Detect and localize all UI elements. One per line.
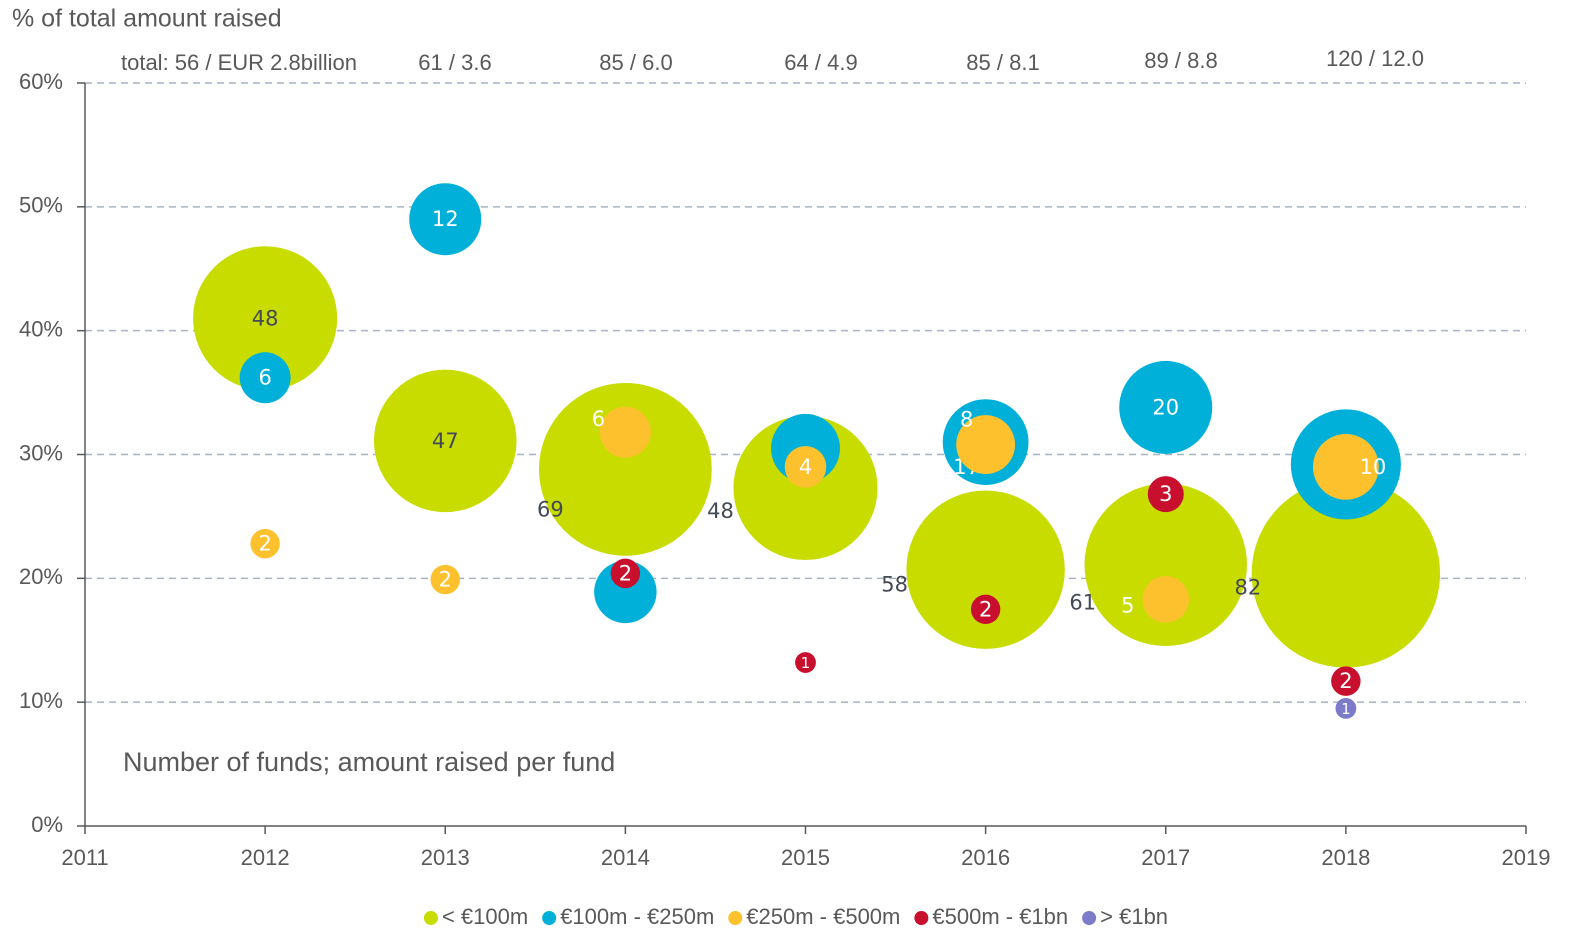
y-tick-label: 10%: [19, 688, 63, 713]
annotation: 120 / 12.0: [1326, 46, 1424, 71]
bubble-label: 10: [1360, 455, 1387, 479]
bubble-label: 69: [537, 497, 564, 521]
bubble: [1142, 576, 1190, 623]
bubble: [1251, 479, 1441, 668]
annotation: 89 / 8.8: [1144, 48, 1217, 73]
y-axis-label: % of total amount raised: [12, 5, 282, 33]
annotation: 64 / 4.9: [784, 50, 857, 75]
bubble-label: 6: [258, 366, 271, 390]
x-tick-label: 2011: [61, 845, 108, 870]
bubble: [594, 560, 657, 624]
bubble-label: 58: [881, 573, 908, 597]
legend-marker: [423, 911, 438, 925]
annotation: 85 / 6.0: [599, 50, 672, 75]
bubble-label: 3: [1159, 482, 1172, 506]
bubble: [250, 528, 280, 559]
bubble: [239, 352, 291, 404]
bubble: [1084, 483, 1247, 646]
x-tick-label: 2012: [241, 845, 290, 870]
legend-marker: [914, 911, 929, 925]
bubble: [538, 382, 712, 556]
x-tick-label: 2018: [1321, 845, 1370, 870]
bubble-label: 2: [619, 561, 632, 585]
y-tick-label: 30%: [19, 440, 63, 465]
x-tick-label: 2019: [1502, 845, 1551, 870]
legend-label: €250m - €500m: [746, 904, 900, 929]
bubble-label: 48: [707, 499, 734, 523]
bubble-label: 2: [979, 597, 992, 621]
bubble: [784, 446, 827, 488]
bubble: [430, 564, 460, 595]
bubble: [1335, 697, 1357, 719]
bubble-label: 5: [1121, 593, 1134, 617]
bubble-label: 48: [252, 306, 279, 330]
bubble-label: 4: [799, 455, 812, 479]
bubble: [409, 183, 482, 256]
bubble-label: 2: [258, 532, 271, 556]
x-tick-label: 2015: [781, 845, 830, 870]
annotation: 61 / 3.6: [418, 50, 491, 75]
bubble-label: 1: [801, 654, 811, 672]
bubble-label: 47: [432, 429, 459, 453]
bubble: [970, 594, 1001, 624]
x-tick-label: 2014: [601, 845, 650, 870]
annotation: total: 56 / EUR 2.8billion: [121, 50, 357, 75]
y-tick-label: 0%: [31, 812, 63, 837]
bubble: [599, 406, 651, 458]
bubble-label: 12: [432, 207, 459, 231]
bubble: [1312, 433, 1379, 500]
bubble: [1119, 360, 1213, 454]
bubble-label: 2: [1339, 669, 1352, 693]
bubble: [795, 652, 816, 673]
legend-label: < €100m: [442, 904, 528, 929]
bubble: [193, 246, 338, 391]
note: Number of funds; amount raised per fund: [123, 747, 615, 777]
bubble: [610, 558, 641, 589]
bubble-label: 1: [1341, 700, 1351, 718]
annotation: 85 / 8.1: [966, 50, 1039, 75]
bubble-label: 2: [439, 568, 452, 592]
x-tick-label: 2016: [961, 845, 1010, 870]
bubble: [1147, 476, 1184, 513]
bubble: [1331, 666, 1361, 696]
legend-marker: [1082, 911, 1097, 925]
legend-marker: [728, 911, 743, 925]
y-tick-label: 40%: [19, 316, 63, 341]
bubble: [906, 490, 1065, 649]
bubble-label: 8: [960, 408, 973, 432]
legend-label: €100m - €250m: [560, 904, 714, 929]
bubble-label: 82: [1235, 575, 1262, 599]
y-tick-label: 20%: [19, 564, 63, 589]
legend-label: > €1bn: [1100, 904, 1168, 929]
y-tick-label: 60%: [19, 69, 63, 94]
y-tick-label: 50%: [19, 193, 63, 218]
x-tick-label: 2013: [421, 845, 470, 870]
x-tick-label: 2017: [1141, 845, 1190, 870]
legend-label: €500m - €1bn: [932, 904, 1068, 929]
legend: < €100m €100m - €250m €250m - €500m €500m -…: [423, 904, 1168, 929]
legend-marker: [542, 911, 557, 925]
bubble: [373, 369, 517, 513]
bubble-label: 61: [1069, 591, 1096, 615]
bubble-label: 6: [592, 407, 605, 431]
bubble: [733, 415, 878, 560]
bubble: [956, 415, 1016, 475]
bubble-label: 20: [1152, 395, 1179, 419]
